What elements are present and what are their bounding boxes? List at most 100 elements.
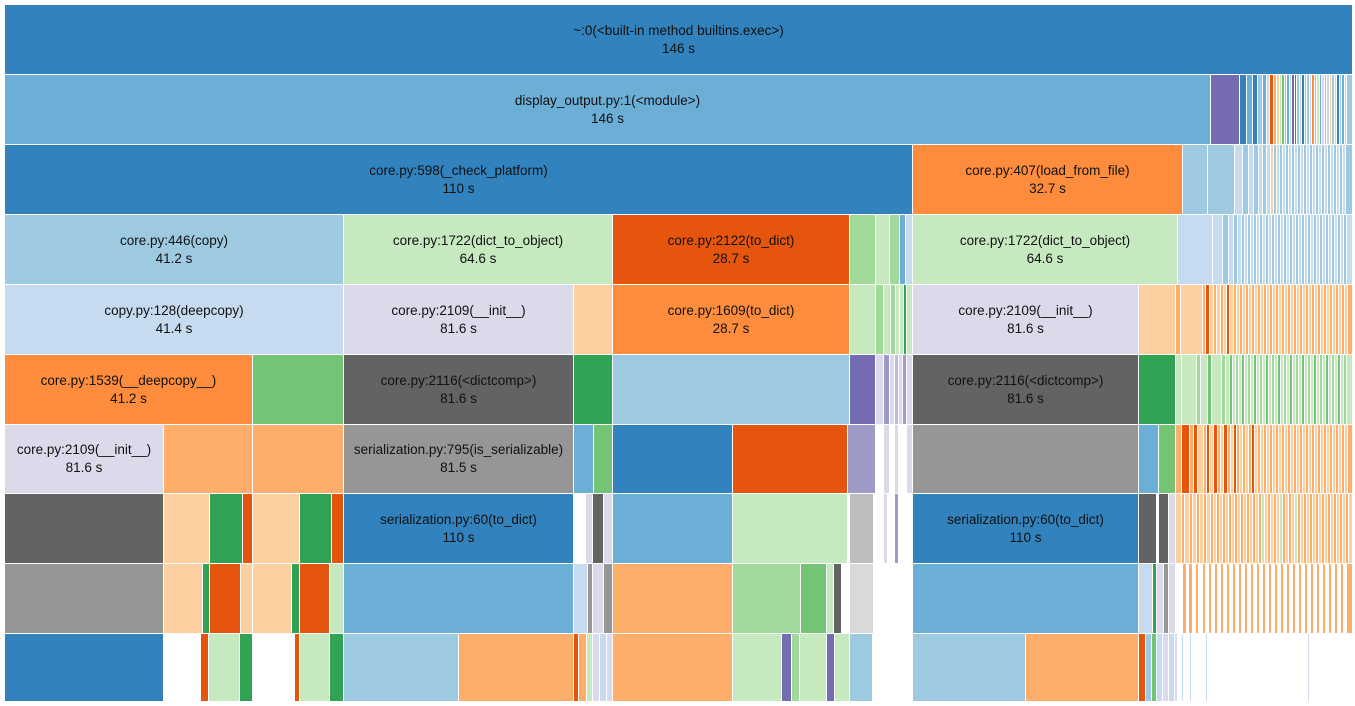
frame-node-small[interactable]	[1271, 145, 1274, 215]
frame-node-small[interactable]	[1245, 215, 1248, 285]
frame-node-small[interactable]	[1343, 494, 1346, 564]
frame-node-small[interactable]	[1317, 75, 1320, 145]
frame-node-small[interactable]	[1302, 215, 1305, 285]
frame-node-small[interactable]	[1175, 634, 1178, 702]
frame-node-small[interactable]	[1267, 425, 1270, 494]
frame-node-small[interactable]	[1340, 494, 1343, 564]
frame-node-small[interactable]	[1315, 285, 1318, 355]
frame-node-small[interactable]	[1283, 494, 1286, 564]
frame-node-small[interactable]	[1289, 145, 1292, 215]
frame-node-small[interactable]	[1157, 564, 1164, 634]
frame-node-small[interactable]	[1319, 494, 1322, 564]
frame-node-small[interactable]	[1295, 145, 1298, 215]
frame-node-small[interactable]	[574, 564, 588, 634]
frame-node-small[interactable]	[835, 634, 850, 702]
frame-node-small[interactable]	[1157, 494, 1159, 564]
frame-node-small[interactable]	[1327, 75, 1330, 145]
frame-node-small[interactable]	[1157, 634, 1163, 702]
frame-node-small[interactable]	[1284, 215, 1287, 285]
frame-node-small[interactable]	[574, 355, 613, 425]
frame-node-small[interactable]	[1241, 494, 1244, 564]
frame-node-small[interactable]	[1182, 425, 1190, 494]
frame-node-small[interactable]	[1263, 564, 1266, 634]
frame-node-small[interactable]	[1332, 215, 1335, 285]
frame-node-small[interactable]	[1240, 75, 1247, 145]
frame-node-small[interactable]	[1279, 285, 1282, 355]
frame-node-small[interactable]	[1190, 425, 1194, 494]
frame-node-small[interactable]	[1307, 75, 1310, 145]
frame-node-small[interactable]	[1245, 355, 1248, 425]
frame-node-small[interactable]	[1198, 425, 1204, 494]
frame-node-small[interactable]	[1224, 425, 1228, 494]
frame-node-small[interactable]	[300, 564, 330, 634]
frame-node-small[interactable]	[1210, 285, 1214, 355]
frame-node-small[interactable]	[1308, 634, 1310, 702]
frame-node[interactable]: serialization.py:60(to_dict) 110 s	[344, 494, 574, 564]
frame-node-small[interactable]	[1182, 494, 1185, 564]
frame-node-small[interactable]	[1333, 425, 1336, 494]
frame-node-small[interactable]	[1285, 425, 1288, 494]
frame-node-small[interactable]	[1247, 494, 1250, 564]
frame-node-small[interactable]	[593, 634, 600, 702]
frame-node-small[interactable]	[1238, 494, 1241, 564]
frame-node-small[interactable]	[1306, 285, 1309, 355]
frame-node-small[interactable]	[1233, 564, 1236, 634]
frame-node-small[interactable]	[1315, 425, 1318, 494]
frame-node-small[interactable]	[1260, 355, 1263, 425]
frame-node-small[interactable]	[1260, 215, 1263, 285]
frame-node-small[interactable]	[850, 215, 876, 285]
frame-node-small[interactable]	[1345, 75, 1347, 145]
frame-node-small[interactable]	[1328, 145, 1331, 215]
frame-node-small[interactable]	[1265, 494, 1268, 564]
frame-node-small[interactable]	[884, 494, 888, 564]
frame-node[interactable]: core.py:1722(dict_to_object) 64.6 s	[344, 215, 613, 285]
frame-node-small[interactable]	[1163, 634, 1169, 702]
frame-node-small[interactable]	[827, 634, 835, 702]
frame-node-small[interactable]	[1270, 285, 1273, 355]
frame-node-small[interactable]	[1347, 564, 1353, 634]
frame-node-small[interactable]	[907, 355, 913, 425]
frame-node-small[interactable]	[1272, 215, 1275, 285]
frame-node-small[interactable]	[1278, 215, 1281, 285]
frame-node-small[interactable]	[1228, 425, 1231, 494]
frame-node-small[interactable]	[1273, 285, 1276, 355]
frame-node-small[interactable]	[1323, 355, 1326, 425]
frame-node[interactable]: copy.py:128(deepcopy) 41.4 s	[5, 285, 344, 355]
frame-node-small[interactable]	[1231, 425, 1234, 494]
frame-node-small[interactable]	[1316, 494, 1319, 564]
frame-node-small[interactable]	[1305, 215, 1308, 285]
frame-node-small[interactable]	[1290, 355, 1293, 425]
frame-node-small[interactable]	[1310, 145, 1313, 215]
frame-node-small[interactable]	[1212, 355, 1222, 425]
frame-node-small[interactable]	[913, 634, 1026, 702]
frame-node-small[interactable]	[1208, 634, 1308, 702]
frame-node-small[interactable]	[1270, 425, 1273, 494]
frame-node-small[interactable]	[1301, 145, 1304, 215]
frame-node-small[interactable]	[1296, 215, 1299, 285]
frame-node-small[interactable]	[873, 634, 913, 702]
frame-node-small[interactable]	[1338, 564, 1341, 634]
frame-node-small[interactable]	[1335, 564, 1338, 634]
frame-node-small[interactable]	[1333, 285, 1336, 355]
frame-node-small[interactable]	[1199, 564, 1203, 634]
frame-node-small[interactable]	[1274, 75, 1277, 145]
frame-node-small[interactable]	[1276, 285, 1279, 355]
frame-node-small[interactable]	[1248, 564, 1251, 634]
frame-node-small[interactable]	[1176, 285, 1181, 355]
frame-node-small[interactable]	[1226, 355, 1230, 425]
frame-node-small[interactable]	[1187, 564, 1189, 634]
frame-node-small[interactable]	[1178, 215, 1213, 285]
frame-node-small[interactable]	[210, 494, 243, 564]
frame-node-small[interactable]	[201, 634, 209, 702]
frame-node-small[interactable]	[1221, 285, 1224, 355]
frame-node-small[interactable]	[1297, 285, 1300, 355]
frame-node-small[interactable]	[1314, 215, 1317, 285]
frame-node-small[interactable]	[300, 494, 332, 564]
frame-node-small[interactable]	[1281, 355, 1284, 425]
frame-node[interactable]: core.py:407(load_from_file) 32.7 s	[913, 145, 1183, 215]
frame-node-small[interactable]	[1292, 494, 1295, 564]
frame-node-small[interactable]	[1304, 145, 1307, 215]
frame-node-small[interactable]	[1259, 494, 1262, 564]
frame-node-small[interactable]	[574, 425, 594, 494]
frame-node-small[interactable]	[1317, 355, 1320, 425]
